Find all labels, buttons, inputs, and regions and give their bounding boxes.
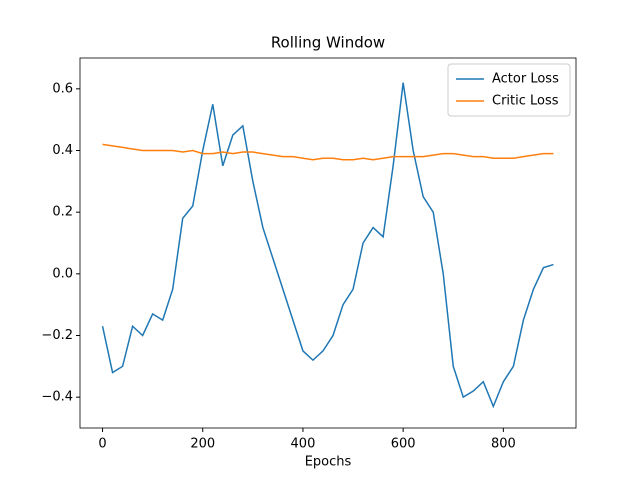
y-tick-label: 0.0 — [52, 266, 73, 281]
legend-label: Critic Loss — [492, 94, 559, 109]
plot-frame — [79, 57, 577, 429]
x-tick-label: 800 — [491, 437, 516, 452]
legend-box — [447, 63, 571, 117]
y-tick-label: 0.2 — [52, 205, 73, 220]
x-tick-label: 600 — [391, 437, 416, 452]
y-tick-label: 0.4 — [52, 143, 73, 158]
y-tick-label: −0.4 — [41, 390, 73, 405]
legend-label: Actor Loss — [492, 72, 559, 87]
x-axis-label: Epochs — [305, 455, 352, 470]
x-tick-label: 200 — [190, 437, 215, 452]
line-series — [102, 143, 554, 161]
x-tick-label: 0 — [98, 437, 106, 452]
line-series — [101, 82, 554, 409]
chart-title: Rolling Window — [271, 34, 385, 52]
y-tick-label: −0.2 — [41, 328, 73, 343]
x-tick-label: 400 — [291, 437, 316, 452]
y-tick-label: 0.6 — [52, 81, 73, 96]
